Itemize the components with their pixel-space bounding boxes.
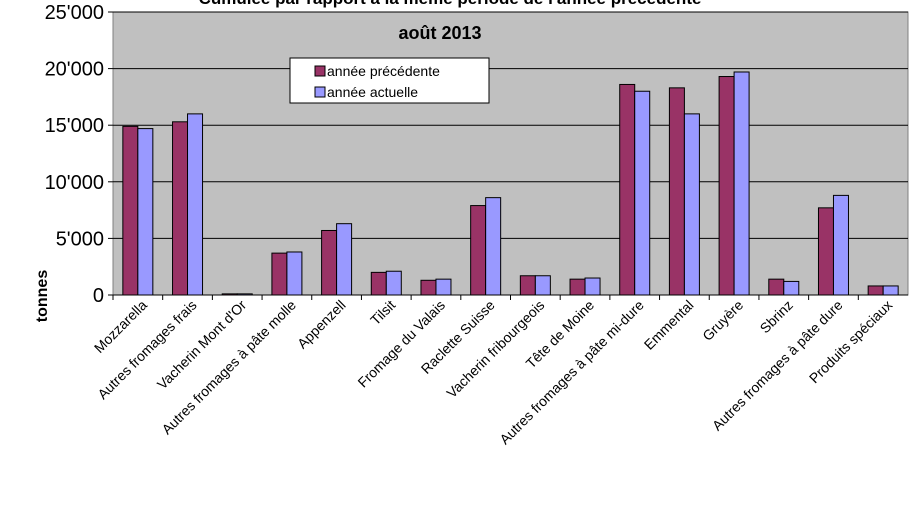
bar-current-year: [733, 71, 750, 296]
bar-current-year: [187, 113, 204, 296]
y-tick-label: 15'000: [45, 115, 104, 137]
bar-current-year: [584, 277, 601, 296]
bar-current-year: [435, 278, 452, 296]
bar-current-year: [385, 270, 402, 296]
bar-previous-year: [172, 121, 189, 296]
bar-previous-year: [768, 278, 785, 296]
chart-subtitle: août 2013: [398, 23, 481, 43]
bar-previous-year: [470, 205, 487, 296]
bar-current-year: [336, 223, 353, 296]
legend-swatch-current-year: [314, 86, 326, 98]
bar-current-year: [137, 128, 154, 296]
bar-previous-year: [668, 87, 685, 296]
bar-current-year: [783, 280, 800, 296]
legend-swatch-previous-year: [314, 65, 326, 77]
bar-previous-year: [370, 271, 387, 296]
bar-previous-year: [867, 285, 884, 296]
bar-previous-year: [420, 279, 437, 296]
bar-current-year: [832, 194, 849, 296]
y-tick-label: 5'000: [56, 228, 104, 250]
bar-previous-year: [271, 252, 288, 296]
gridlines: [113, 11, 908, 239]
bar-previous-year: [321, 229, 338, 296]
bar-previous-year: [569, 278, 586, 296]
bar-current-year: [286, 251, 303, 296]
legend: année précédente année actuelle: [289, 57, 490, 104]
y-tick-label: 20'000: [45, 59, 104, 81]
y-tick-label: 10'000: [45, 172, 104, 194]
chart-title: Cumulée par rapport à la même période de…: [199, 0, 702, 8]
bars: [122, 71, 899, 296]
legend-label-current-year: année actuelle: [327, 84, 418, 100]
y-tick-label: 25'000: [45, 2, 104, 24]
bar-current-year: [882, 285, 899, 296]
y-axis-ticks: 0 5'000 10'000 15'000 20'000 25'000: [45, 2, 113, 307]
bar-previous-year: [718, 76, 735, 296]
bar-previous-year: [122, 125, 139, 296]
legend-label-previous-year: année précédente: [327, 63, 440, 79]
bar-current-year: [683, 113, 700, 296]
bar-current-year: [534, 275, 551, 296]
bar-current-year: [485, 197, 502, 296]
plot-area: [112, 11, 909, 296]
bar-previous-year: [519, 275, 536, 296]
bar-previous-year: [817, 207, 834, 296]
bar-current-year: [634, 90, 651, 296]
y-axis-title: tonnes: [34, 270, 51, 323]
bar-previous-year: [619, 83, 636, 296]
y-tick-label: 0: [93, 285, 104, 307]
